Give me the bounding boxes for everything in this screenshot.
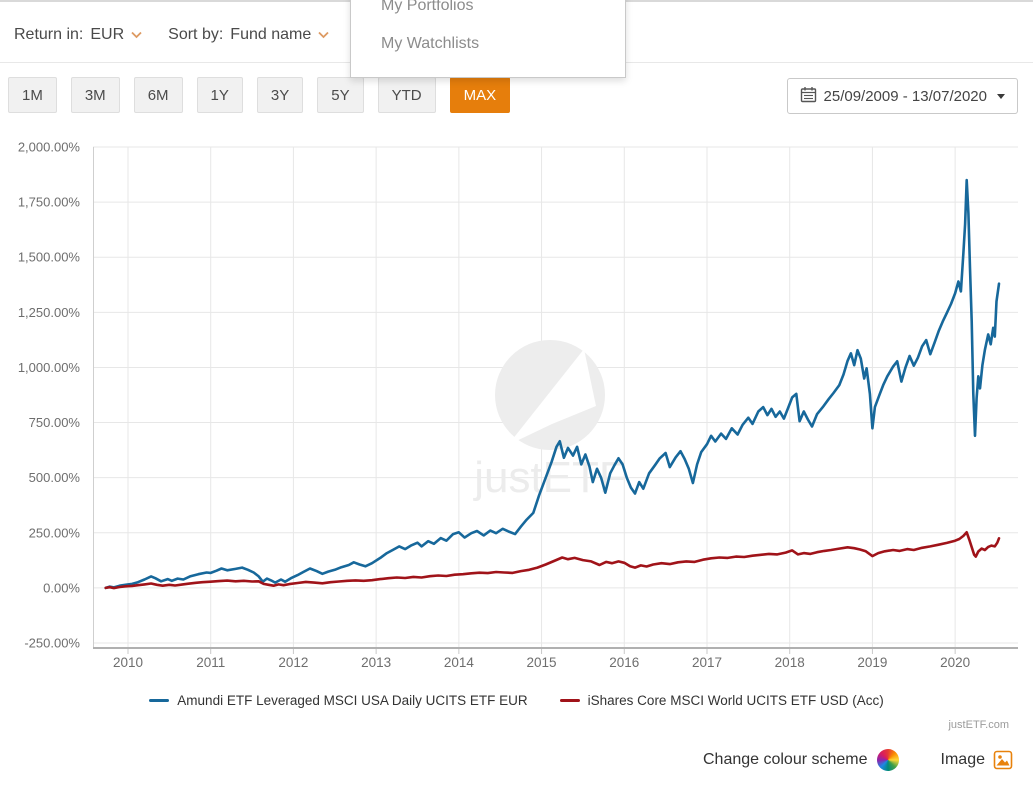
chart-legend: Amundi ETF Leveraged MSCI USA Daily UCIT… — [0, 693, 1033, 708]
svg-text:750.00%: 750.00% — [29, 415, 81, 430]
sort-by-label: Sort by: — [168, 26, 224, 43]
legend-label-ishares: iShares Core MSCI World UCITS ETF USD (A… — [587, 693, 884, 708]
svg-text:2014: 2014 — [444, 655, 475, 670]
menu-item-my-portfolios[interactable]: My Portfolios — [381, 0, 474, 14]
legend-item-ishares: iShares Core MSCI World UCITS ETF USD (A… — [559, 693, 884, 708]
sort-by-dropdown[interactable]: Sort by: Fund name — [168, 26, 329, 44]
legend-swatch-blue — [149, 699, 170, 702]
image-icon[interactable] — [993, 750, 1013, 770]
footer-controls: Change colour scheme Image — [703, 749, 1013, 771]
colour-wheel-icon[interactable] — [876, 749, 899, 771]
svg-text:2017: 2017 — [692, 655, 722, 670]
svg-text:0.00%: 0.00% — [43, 580, 80, 595]
return-in-value: EUR — [90, 26, 125, 43]
svg-text:1,500.00%: 1,500.00% — [18, 250, 81, 265]
legend-swatch-red — [559, 699, 580, 702]
svg-text:2016: 2016 — [609, 655, 639, 670]
account-menu-dropdown: My Portfolios My Watchlists — [350, 0, 626, 78]
image-export-link[interactable]: Image — [940, 751, 985, 768]
svg-text:500.00%: 500.00% — [29, 470, 81, 485]
svg-text:2011: 2011 — [196, 655, 225, 670]
range-button-5y[interactable]: 5Y — [317, 77, 364, 113]
svg-text:1,750.00%: 1,750.00% — [18, 195, 81, 210]
caret-down-icon — [997, 93, 1005, 99]
svg-text:1,250.00%: 1,250.00% — [18, 305, 81, 320]
svg-text:justETF: justETF — [472, 453, 626, 502]
date-range-value: 25/09/2009 - 13/07/2020 — [823, 87, 987, 105]
range-button-ytd[interactable]: YTD — [377, 77, 436, 113]
change-colour-scheme-link[interactable]: Change colour scheme — [702, 751, 868, 768]
chart-toolbar: Return in: EUR Sort by: Fund name — [14, 26, 329, 44]
svg-text:2010: 2010 — [113, 655, 143, 670]
svg-text:-250.00%: -250.00% — [24, 636, 80, 651]
legend-item-amundi: Amundi ETF Leveraged MSCI USA Daily UCIT… — [149, 693, 528, 708]
svg-text:2,000.00%: 2,000.00% — [18, 140, 81, 155]
menu-item-my-watchlists[interactable]: My Watchlists — [381, 35, 480, 52]
svg-text:250.00%: 250.00% — [29, 525, 81, 540]
sort-by-value: Fund name — [230, 26, 312, 43]
performance-chart: -250.00% 0.00% 250.00% 500.00% 750.00% 1,000.… — [18, 140, 1018, 670]
svg-text:2012: 2012 — [278, 655, 308, 670]
justetf-site-label: justETF.com — [948, 719, 1009, 731]
range-button-1m[interactable]: 1M — [8, 77, 57, 113]
range-button-1y[interactable]: 1Y — [196, 77, 243, 113]
range-button-6m[interactable]: 6M — [133, 77, 183, 113]
svg-text:2020: 2020 — [940, 655, 970, 670]
calendar-icon — [800, 86, 817, 107]
time-range-buttons: 1M 3M 6M 1Y 3Y 5Y YTD MAX — [8, 77, 511, 113]
range-button-3y[interactable]: 3Y — [256, 77, 304, 113]
chevron-down-icon — [318, 26, 329, 44]
return-in-label: Return in: — [14, 26, 84, 43]
svg-text:2018: 2018 — [775, 655, 805, 670]
return-in-dropdown[interactable]: Return in: EUR — [14, 26, 142, 44]
svg-text:2019: 2019 — [857, 655, 887, 670]
range-button-max[interactable]: MAX — [449, 77, 511, 113]
legend-label-amundi: Amundi ETF Leveraged MSCI USA Daily UCIT… — [177, 693, 528, 708]
chevron-down-icon — [131, 26, 142, 44]
svg-text:1,000.00%: 1,000.00% — [18, 360, 81, 375]
date-range-picker[interactable]: 25/09/2009 - 13/07/2020 — [786, 78, 1018, 114]
svg-text:2013: 2013 — [361, 655, 391, 670]
svg-text:2015: 2015 — [527, 655, 557, 670]
range-button-3m[interactable]: 3M — [70, 77, 120, 113]
